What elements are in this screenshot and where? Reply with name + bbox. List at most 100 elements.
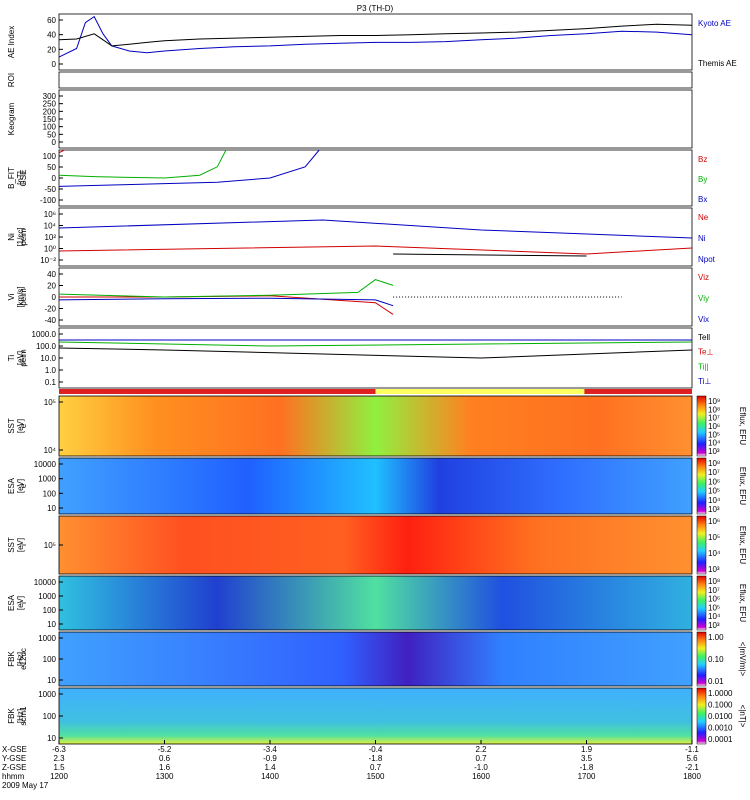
legend-bfit: Bx: [698, 195, 707, 204]
colorbar-tick: 10⁴: [708, 439, 721, 448]
ytick-ae: 60: [47, 16, 56, 25]
xtick-label: 1.9: [581, 745, 593, 754]
plot-title: P3 (TH-D): [357, 4, 394, 13]
ylabel-fbk_scm: FBK[Hz]: [7, 708, 25, 724]
ytick-vi: 20: [47, 282, 56, 291]
series-bfit-bz: [58, 149, 65, 154]
ytick-esa_e: 10: [47, 504, 56, 513]
sublabel-fbk_scm: scm1: [19, 706, 28, 726]
colorbar-fbk_e12: [696, 631, 707, 687]
colorbar-tick: 10⁶: [708, 517, 720, 526]
panel-frame-ni: [58, 207, 693, 267]
series-ni: [58, 219, 693, 239]
ytick-ti: 10.0: [40, 354, 56, 363]
ytick-vi: -40: [44, 316, 56, 325]
panel-frame-ae: [58, 13, 693, 71]
ytick-vi: -20: [44, 305, 56, 314]
sublabel-bfit: GSE: [19, 170, 28, 187]
colorbar-label: Eflux, EFU: [738, 467, 747, 505]
xtick-label: 2.3: [53, 754, 65, 763]
xtick-label: 1300: [156, 772, 174, 781]
colorbar-tick: 10⁴: [708, 549, 721, 558]
legend-ti: Ti||: [698, 362, 709, 371]
series-npot: [393, 253, 587, 257]
colorbar-tick: 10⁴: [708, 612, 721, 621]
legend-ni: Npot: [698, 255, 716, 264]
xtick-label: 1.5: [53, 763, 65, 772]
sublabel-ti: peim: [19, 349, 28, 367]
xtick-label: -0.9: [263, 754, 277, 763]
sublabel-sst_i: i: [19, 544, 28, 546]
xaxis-row-label: 2009 May 17: [2, 781, 49, 790]
ytick-fbk_e12: 100: [43, 655, 57, 664]
legend-vi: Viy: [698, 294, 709, 303]
xtick-label: -1.8: [580, 763, 594, 772]
ylabel-ni: Ni[1/cc]: [7, 227, 25, 246]
spectrogram-fbk_e12: [59, 632, 692, 686]
legend-ae: Themis AE: [698, 59, 737, 68]
colorbar-tick: 0.0010: [708, 724, 733, 733]
series-tell: [58, 347, 693, 359]
xaxis-row-label: hhmm: [2, 772, 25, 781]
ytick-keogram: 100: [43, 123, 57, 132]
colorbar-tick: 10⁴: [708, 496, 721, 505]
legend-ae: Kyoto AE: [698, 19, 731, 28]
ytick-keogram: 300: [43, 92, 57, 101]
ytick-ni: 10⁰: [44, 245, 56, 254]
ytick-keogram: 150: [43, 115, 57, 124]
sublabel-ni: peim: [19, 228, 28, 246]
legend-ni: Ni: [698, 234, 706, 243]
ylabel-esa_i: ESA[eV]: [7, 594, 25, 611]
ytick-bfit: -50: [44, 185, 56, 194]
xtick-label: -6.3: [52, 745, 66, 754]
xtick-label: 1800: [683, 772, 701, 781]
ytick-esa_i: 10: [47, 620, 56, 629]
ytick-ti: 0.1: [45, 378, 57, 387]
xaxis-row-label: X-GSE: [2, 745, 27, 754]
ylabel-sst_i: SST[eV]: [7, 537, 25, 553]
series-ti-par: [58, 341, 693, 347]
xtick-label: 0.7: [370, 763, 382, 772]
legend-ti: Te⊥: [698, 348, 713, 357]
ylabel-bfit: B_FIT[nT]: [7, 167, 25, 189]
sublabel-sst_e: e: [19, 423, 28, 428]
ytick-bfit: 0: [52, 174, 57, 183]
colorbar-tick: 10³: [708, 621, 720, 630]
colorbar-tick: 10⁵: [708, 487, 720, 496]
sublabel-fbk_e12: e12dc: [19, 648, 28, 670]
legend-bfit: Bz: [698, 155, 707, 164]
ytick-vi: 40: [47, 270, 56, 279]
panel-frame-keogram: [58, 89, 693, 149]
ylabel-sst_e: SST[eV]: [7, 418, 25, 434]
xtick-label: -1.0: [474, 763, 488, 772]
colorbar-esa_i: [696, 575, 707, 631]
xtick-label: -0.4: [369, 745, 383, 754]
series-ae-themis-ae: [58, 23, 693, 47]
sublabel-esa_i: i: [19, 602, 28, 604]
colorbar-tick: 10⁷: [708, 586, 720, 595]
xtick-label: 1500: [367, 772, 385, 781]
spectrogram-sst_e: [59, 396, 692, 456]
colorbar-label: Eflux, EFU: [738, 584, 747, 622]
xtick-label: -1.1: [685, 745, 699, 754]
xtick-label: 1.4: [264, 763, 276, 772]
panel-frame-sst_e: [58, 395, 693, 457]
xtick-label: -5.2: [158, 745, 172, 754]
ylabel-ti: Ti[eV]: [7, 351, 25, 365]
xtick-label: 1400: [261, 772, 279, 781]
colorbar-sst_i: [696, 515, 707, 575]
colorbar-tick: 10³: [708, 447, 720, 456]
colorbar-tick: 0.10: [708, 655, 724, 664]
legend-vi: Vix: [698, 315, 709, 324]
xtick-label: 2.2: [475, 745, 487, 754]
sublabel-esa_e: e: [19, 483, 28, 488]
ytick-esa_i: 1000: [38, 592, 56, 601]
colorbar-tick: 0.1000: [708, 701, 733, 710]
panel-frame-roi: [58, 71, 693, 89]
xtick-label: -3.4: [263, 745, 277, 754]
ytick-ni: 10⁴: [44, 222, 57, 231]
xtick-label: 3.5: [581, 754, 593, 763]
series-bfit-by: [58, 149, 227, 179]
ylabel-esa_e: ESA[eV]: [7, 477, 25, 494]
colorbar-sst_e: [696, 395, 707, 457]
